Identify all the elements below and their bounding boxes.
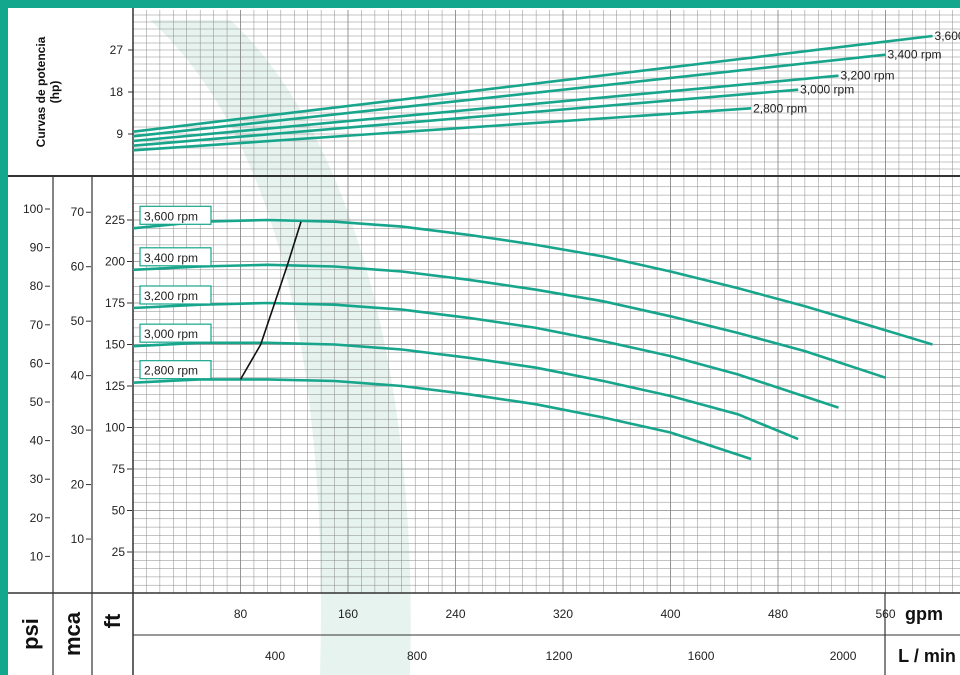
head-curve-line [132, 301, 839, 409]
ft-tick-label: 200 [105, 255, 125, 269]
power-curve-line [132, 74, 839, 143]
mca-tick-label: 20 [71, 478, 85, 492]
ft-tick-label: 75 [112, 462, 126, 476]
ft-tick-label: 50 [112, 504, 126, 518]
psi-tick-label: 30 [30, 472, 44, 486]
gpm-tick-label: 320 [553, 607, 573, 621]
head-curve-label-box [139, 360, 212, 380]
power-y-tick-label: 27 [110, 43, 124, 57]
best-efficiency-line [239, 221, 302, 380]
gpm-tick-label: 560 [875, 607, 895, 621]
gpm-tick-label: 160 [338, 607, 358, 621]
psi-tick-label: 80 [30, 279, 44, 293]
psi-unit-label: psi [18, 618, 43, 650]
head-curves: 3,600 rpm 3,400 rpm 3,200 rpm 3,000 rpm 2,80… [132, 205, 933, 461]
ft-tick-label: 25 [112, 545, 126, 559]
mca-tick-label: 70 [71, 205, 85, 219]
psi-tick-label: 70 [30, 318, 44, 332]
power-ylabel-line2: (hp) [48, 81, 62, 104]
gpm-tick-label: 400 [660, 607, 680, 621]
ft-ticks: 25 50 75 100 125 150 175 200 225 [105, 213, 132, 559]
lmin-tick-label: 1600 [688, 649, 715, 663]
mca-tick-label: 40 [71, 369, 85, 383]
power-curve-label: 3,400 rpm [888, 48, 942, 62]
power-y-tick-label: 9 [116, 127, 123, 141]
psi-ticks: 10 20 30 40 50 60 70 80 90 100 [23, 202, 50, 563]
gpm-tick-label: 480 [768, 607, 788, 621]
psi-tick-label: 60 [30, 356, 44, 370]
gpm-unit-label: gpm [905, 604, 943, 624]
mca-tick-label: 50 [71, 314, 85, 328]
head-curve-label: 3,200 rpm [144, 289, 198, 303]
gpm-ticks: 80160240320400480560640 [234, 607, 896, 621]
lmin-ticks: 4008001200160020002400 [265, 649, 857, 663]
lmin-tick-label: 1200 [546, 649, 573, 663]
ft-tick-label: 175 [105, 296, 125, 310]
psi-tick-label: 10 [30, 549, 44, 563]
ft-unit-label: ft [100, 613, 125, 628]
head-curve-label: 3,600 rpm [144, 209, 198, 223]
ft-tick-label: 225 [105, 213, 125, 227]
psi-tick-label: 90 [30, 241, 44, 255]
power-curve-line [132, 53, 886, 138]
ft-tick-label: 100 [105, 421, 125, 435]
power-y-tick-label: 18 [110, 85, 124, 99]
head-curve-line [132, 378, 752, 461]
psi-tick-label: 50 [30, 395, 44, 409]
ft-tick-label: 150 [105, 338, 125, 352]
power-ylabel-line1: Curvas de potencia [34, 36, 48, 147]
power-curve-line [132, 107, 752, 152]
head-curve-line [132, 263, 886, 379]
left-frame-bar [0, 0, 8, 675]
psi-tick-label: 20 [30, 511, 44, 525]
head-curve-label-box [139, 323, 212, 343]
psi-tick-label: 40 [30, 434, 44, 448]
gpm-tick-label: 240 [445, 607, 465, 621]
lmin-tick-label: 800 [407, 649, 427, 663]
power-ylabel: Curvas de potencia (hp) [34, 36, 62, 147]
power-curve-label: 3,600 rpm [935, 29, 960, 43]
mca-tick-label: 30 [71, 423, 85, 437]
head-curve-label-box [139, 247, 212, 267]
head-curve-label: 3,400 rpm [144, 251, 198, 265]
mca-unit-label: mca [60, 611, 85, 656]
head-curve-label-box [139, 285, 212, 305]
top-frame-bar [0, 0, 960, 8]
watermark-swoosh [150, 20, 411, 675]
mca-ticks: 10 20 30 40 50 60 70 [71, 205, 91, 546]
psi-tick-label: 100 [23, 202, 43, 216]
mca-tick-label: 60 [71, 260, 85, 274]
head-curve-line [132, 341, 799, 441]
power-y-ticks: 9 18 27 [110, 43, 133, 141]
head-grid [132, 176, 960, 593]
head-curve-label: 2,800 rpm [144, 364, 198, 378]
lmin-tick-label: 2000 [830, 649, 857, 663]
ft-tick-label: 125 [105, 379, 125, 393]
head-curve-label: 3,000 rpm [144, 327, 198, 341]
power-curve-label: 3,200 rpm [840, 69, 894, 83]
lmin-tick-label: 400 [265, 649, 285, 663]
mca-tick-label: 10 [71, 532, 85, 546]
gpm-tick-label: 80 [234, 607, 248, 621]
power-curve-label: 2,800 rpm [753, 101, 807, 115]
head-curve-label-box [139, 205, 212, 225]
power-curve-line [132, 88, 799, 147]
lmin-unit-label: L / min [898, 646, 956, 666]
head-curve-line [132, 218, 933, 346]
power-curve-line [132, 34, 933, 133]
power-curve-label: 3,000 rpm [800, 83, 854, 97]
